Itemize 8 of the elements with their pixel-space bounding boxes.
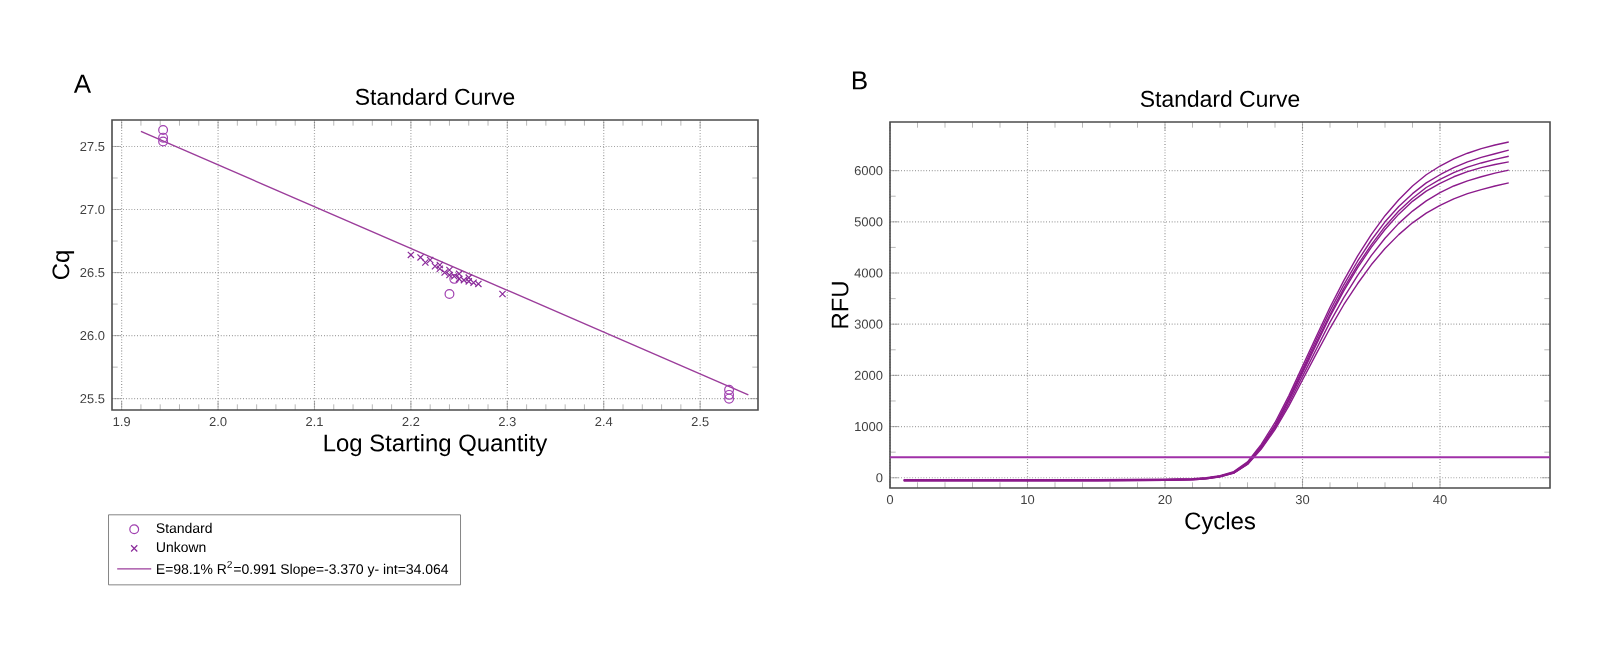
y-axis-title: RFU [831, 282, 849, 328]
x-axis-title: Log Starting Quantity [324, 433, 548, 457]
text: B [852, 71, 867, 90]
text: A [73, 74, 92, 93]
chart-title: Standard Curve [355, 88, 515, 105]
y-axis-title: Cq [52, 251, 75, 280]
chart-title: Standard Curve [1140, 90, 1300, 107]
x-axis-title: Cycles [1185, 511, 1256, 535]
